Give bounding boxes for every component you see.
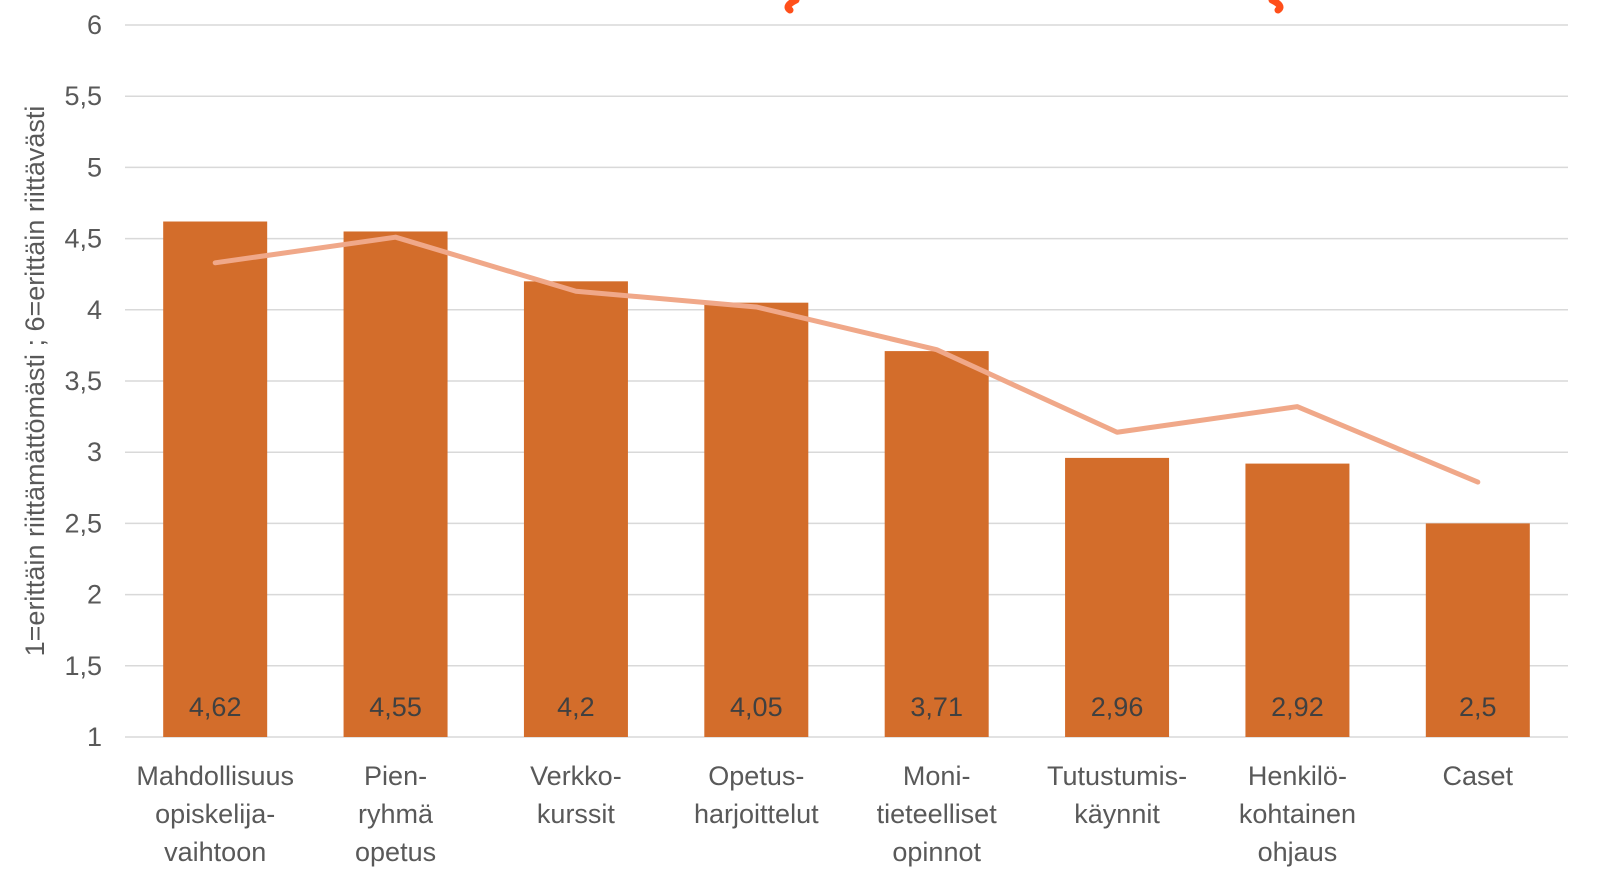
category-label: Tutustumis-käynnit (1047, 761, 1187, 829)
category-label-line: Moni- (903, 761, 971, 791)
category-label-line: ohjaus (1258, 837, 1338, 867)
y-tick-label: 1,5 (64, 651, 102, 681)
data-labels: 4,62 4,55 4,2 4,05 3,71 2,96 2,92 2,5 (189, 692, 1497, 722)
bars (163, 221, 1530, 738)
y-axis-label: 1=erittäin riittämättömästi ; 6=erittäin… (20, 106, 50, 657)
category-label-line: Verkko- (530, 761, 622, 791)
bar (1425, 523, 1530, 737)
category-label-line: harjoittelut (694, 799, 819, 829)
y-axis-ticks: 1 1,5 2 2,5 3 3,5 4 4,5 5 5,5 6 (64, 10, 102, 752)
bar (704, 302, 809, 737)
x-axis-category-labels: Mahdollisuus opiskelija-vaihtoon Pien-ryhm… (136, 761, 1513, 867)
y-tick-label: 3,5 (64, 366, 102, 396)
category-label: Opetus-harjoittelut (694, 761, 819, 829)
y-tick-label: 2 (87, 580, 102, 610)
gridlines (125, 24, 1568, 738)
bar (163, 221, 268, 738)
category-label-line: opiskelija- (155, 799, 275, 829)
category-label-line: ryhmä (358, 799, 434, 829)
y-tick-label: 5 (87, 152, 102, 182)
category-label-line: Tutustumis- (1047, 761, 1187, 791)
category-label-line: opinnot (892, 837, 981, 867)
y-tick-label: 3 (87, 437, 102, 467)
line-series-path (212, 234, 1481, 485)
category-label-line: Opetus- (708, 761, 804, 791)
category-label-line: kurssit (537, 799, 616, 829)
bar-value-label: 4,62 (189, 692, 242, 722)
bar-value-label: 2,5 (1459, 692, 1497, 722)
y-tick-label: 6 (87, 10, 102, 40)
category-label: Caset (1443, 761, 1514, 791)
y-tick-label: 5,5 (64, 81, 102, 111)
category-label-line: tieteelliset (877, 799, 998, 829)
title-bracket-right (1268, 0, 1284, 14)
bar-value-label: 3,71 (910, 692, 963, 722)
line-series (212, 234, 1481, 485)
category-label: Henkilö-kohtainen ohjaus (1239, 761, 1356, 867)
bar-value-label: 2,92 (1271, 692, 1324, 722)
bar-value-label: 4,05 (730, 692, 783, 722)
category-label-line: käynnit (1074, 799, 1160, 829)
category-label: Verkko-kurssit (530, 761, 622, 829)
y-tick-label: 1 (87, 722, 102, 752)
bar-value-label: 2,96 (1091, 692, 1144, 722)
y-tick-label: 2,5 (64, 508, 102, 538)
bar-value-label: 4,2 (557, 692, 595, 722)
y-tick-label: 4 (87, 295, 102, 325)
title-bracket-decoration (784, 0, 1284, 14)
bar (1065, 457, 1170, 737)
category-label-line: kohtainen (1239, 799, 1356, 829)
category-label-line: Henkilö- (1248, 761, 1347, 791)
category-label-line: Caset (1443, 761, 1514, 791)
bar (343, 231, 448, 738)
category-label: Mahdollisuus opiskelija-vaihtoon (136, 761, 294, 867)
y-tick-label: 4,5 (64, 224, 102, 254)
bar (1245, 463, 1350, 737)
bar (884, 351, 989, 737)
category-label-line: Pien- (364, 761, 427, 791)
bar-value-label: 4,55 (369, 692, 422, 722)
title-bracket-left (784, 0, 800, 14)
category-label-line: opetus (355, 837, 436, 867)
category-label-line: Mahdollisuus (136, 761, 294, 791)
category-label: Pien-ryhmä opetus (355, 761, 436, 867)
category-label-line: vaihtoon (164, 837, 266, 867)
bar (523, 281, 628, 737)
category-label: Moni-tieteelliset opinnot (877, 761, 998, 867)
